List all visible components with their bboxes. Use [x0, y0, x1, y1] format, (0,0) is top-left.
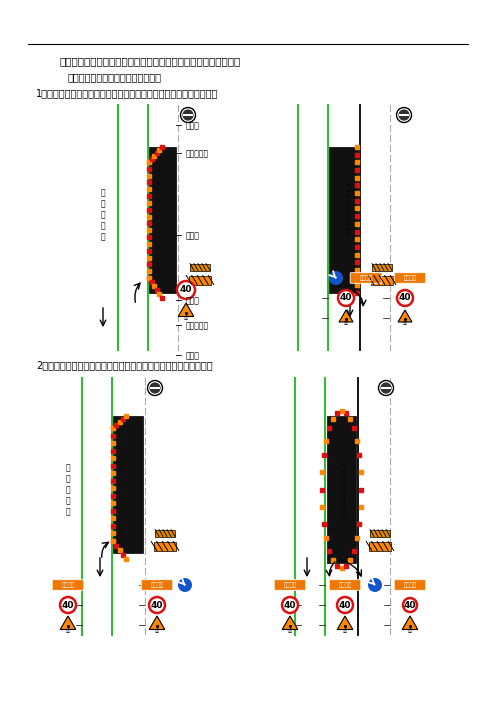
Circle shape — [282, 597, 298, 613]
Bar — [369, 541, 391, 550]
Circle shape — [398, 110, 410, 121]
Text: 点通封闭: 点通封闭 — [284, 582, 297, 588]
Text: （一）施工作业控制区各组成部分示: （一）施工作业控制区各组成部分示 — [68, 72, 162, 82]
Text: 点通封闭: 点通封闭 — [360, 275, 372, 281]
Circle shape — [337, 597, 353, 613]
Text: 施工: 施工 — [344, 322, 349, 326]
Text: 中
央
分
隔
带: 中 央 分 隔 带 — [346, 183, 350, 237]
Text: 40: 40 — [151, 600, 163, 609]
Text: 2、同向车道中封闭最外侧车道设置和同向车道中封闭中间车道设置: 2、同向车道中封闭最外侧车道设置和同向车道中封闭中间车道设置 — [36, 360, 213, 370]
FancyBboxPatch shape — [350, 272, 382, 284]
Text: 点通封闭: 点通封闭 — [150, 582, 164, 588]
Bar — [381, 387, 391, 390]
Circle shape — [149, 597, 165, 613]
FancyBboxPatch shape — [141, 580, 173, 590]
FancyBboxPatch shape — [52, 580, 84, 590]
Bar — [329, 147, 358, 293]
Bar — [327, 416, 356, 563]
Circle shape — [403, 598, 417, 612]
Text: 施工: 施工 — [343, 629, 348, 633]
Text: 中
央
分
隔
带: 中 央 分 隔 带 — [341, 463, 345, 517]
Polygon shape — [339, 310, 353, 322]
Text: 警示区: 警示区 — [186, 351, 200, 360]
Bar — [372, 263, 392, 270]
Text: 缓冲区: 缓冲区 — [186, 296, 200, 305]
Bar — [189, 275, 211, 284]
Text: 施工: 施工 — [402, 322, 408, 326]
Text: 施工: 施工 — [408, 629, 413, 633]
Polygon shape — [178, 303, 194, 317]
Circle shape — [183, 110, 193, 121]
Circle shape — [177, 281, 195, 299]
Text: 40: 40 — [62, 600, 74, 609]
Polygon shape — [282, 616, 298, 630]
Polygon shape — [402, 616, 418, 630]
Bar — [154, 541, 176, 550]
Text: 上游过渡区: 上游过渡区 — [186, 321, 209, 330]
FancyBboxPatch shape — [274, 580, 306, 590]
Text: 中
央
分
隔
带: 中 央 分 隔 带 — [101, 188, 105, 241]
Text: 点通封闭: 点通封闭 — [404, 275, 417, 281]
Text: 施工: 施工 — [288, 629, 293, 633]
Text: 施工: 施工 — [184, 317, 188, 320]
Text: 施工: 施工 — [65, 629, 70, 633]
Bar — [371, 275, 393, 284]
Text: 40: 40 — [339, 600, 351, 609]
Text: 工作区: 工作区 — [186, 231, 200, 240]
Bar — [113, 416, 143, 553]
Polygon shape — [60, 616, 76, 630]
Text: 40: 40 — [284, 600, 296, 609]
Circle shape — [181, 107, 195, 123]
Circle shape — [368, 578, 382, 592]
Text: 40: 40 — [399, 293, 411, 303]
FancyBboxPatch shape — [329, 580, 361, 590]
Circle shape — [60, 597, 76, 613]
Bar — [399, 114, 409, 117]
Bar — [190, 263, 210, 270]
Bar — [155, 529, 175, 536]
Text: 禁止区: 禁止区 — [186, 121, 200, 130]
Text: 中
央
分
隔
带: 中 央 分 隔 带 — [65, 463, 70, 517]
Text: 点通封闭: 点通封闭 — [404, 582, 417, 588]
Text: 40: 40 — [180, 286, 192, 295]
Text: 40: 40 — [404, 600, 416, 609]
Polygon shape — [337, 616, 353, 630]
FancyBboxPatch shape — [394, 272, 426, 284]
Circle shape — [380, 383, 392, 394]
Text: 点通封闭: 点通封闭 — [338, 582, 352, 588]
Bar — [370, 529, 390, 536]
Circle shape — [329, 271, 343, 285]
Polygon shape — [149, 616, 165, 630]
Bar — [183, 114, 193, 117]
Text: 下游过渡区: 下游过渡区 — [186, 149, 209, 158]
Text: 40: 40 — [340, 293, 352, 303]
Bar — [150, 387, 160, 390]
Circle shape — [338, 290, 354, 306]
Circle shape — [149, 383, 161, 394]
Circle shape — [397, 290, 413, 306]
Text: 一、施工作业控制区交通管理设施设置及施工期间交通协管员配置: 一、施工作业控制区交通管理设施设置及施工期间交通协管员配置 — [60, 56, 241, 66]
Text: 点通封闭: 点通封闭 — [62, 582, 74, 588]
Bar — [149, 147, 176, 293]
Circle shape — [178, 578, 192, 592]
Text: 施工: 施工 — [154, 629, 160, 633]
Circle shape — [378, 380, 393, 395]
Circle shape — [396, 107, 412, 123]
FancyBboxPatch shape — [394, 580, 426, 590]
Circle shape — [147, 380, 163, 395]
Polygon shape — [398, 310, 412, 322]
Text: 1、同向车道中封闭最内侧车道设置及同向车道中封闭最内侧车道设置: 1、同向车道中封闭最内侧车道设置及同向车道中封闭最内侧车道设置 — [36, 88, 218, 98]
